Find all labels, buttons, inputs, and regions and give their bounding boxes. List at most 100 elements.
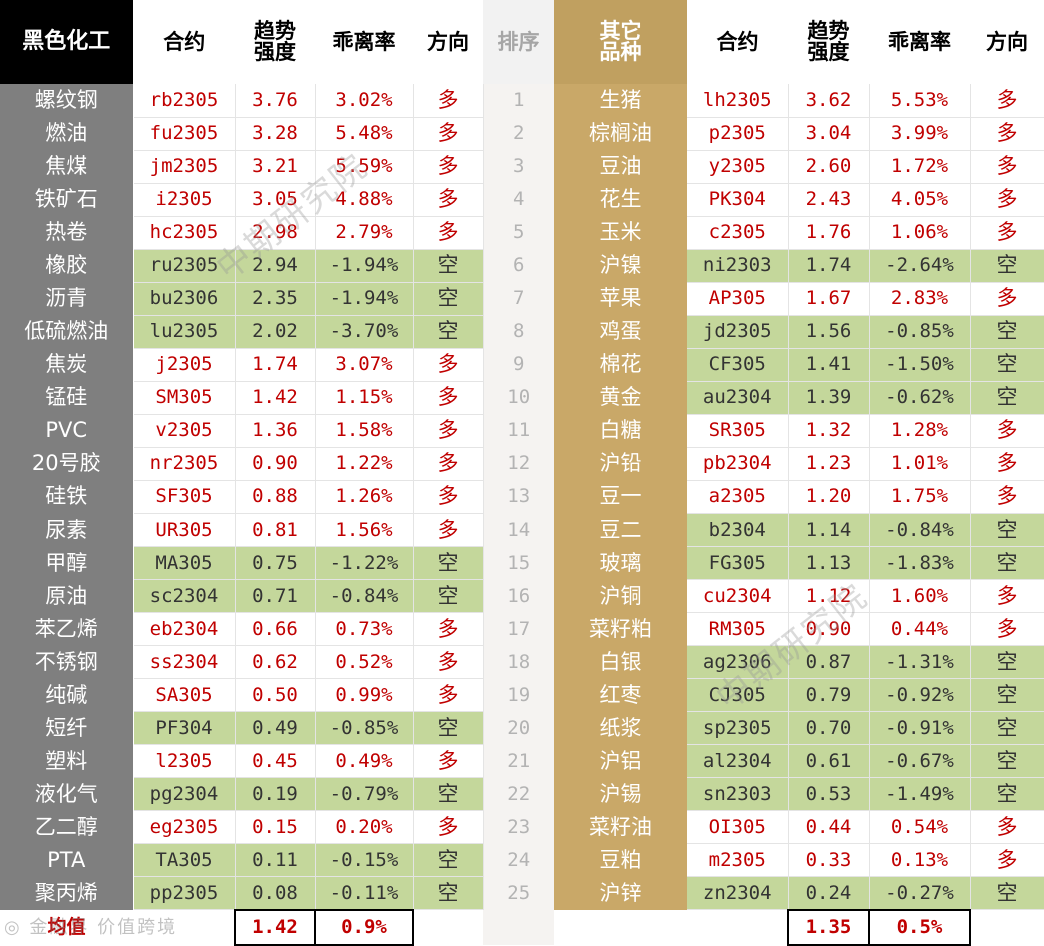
left-direction: 多 <box>413 480 484 514</box>
right-contract-code: SR305 <box>687 414 789 448</box>
footer-blank-right <box>687 909 788 945</box>
right-contract-code: p2305 <box>687 117 789 151</box>
right-deviation-rate: 2.83% <box>869 282 971 316</box>
left-direction: 多 <box>413 216 484 250</box>
right-deviation-rate: -0.84% <box>869 513 971 548</box>
left-commodity-name: 焦煤 <box>0 150 134 184</box>
right-contract-code: y2305 <box>687 150 789 184</box>
left-direction: 多 <box>413 381 484 415</box>
rank-number: 14 <box>483 513 554 547</box>
header-deviation-rate: 乖离率 <box>315 0 413 85</box>
rank-number: 24 <box>483 843 554 877</box>
table-row: 尿素 UR305 0.81 1.56% 多 14 豆二 b2304 1.14 -0.84% 空 <box>0 513 1044 548</box>
table-row: 原油 sc2304 0.71 -0.84% 空 16 沪铜 cu2304 1.12 1.60% 多 <box>0 579 1044 614</box>
left-trend-strength: 0.66 <box>235 612 316 647</box>
left-direction: 多 <box>413 414 484 448</box>
right-deviation-rate: 0.13% <box>869 843 971 878</box>
right-commodity-name: 豆油 <box>554 150 687 184</box>
right-trend-strength: 1.13 <box>788 546 870 581</box>
left-commodity-name: 甲醇 <box>0 546 134 580</box>
rank-number: 11 <box>483 414 554 448</box>
right-trend-strength: 1.56 <box>788 315 870 349</box>
left-direction: 空 <box>413 711 484 746</box>
left-commodity-name: 苯乙烯 <box>0 612 134 646</box>
rank-number: 20 <box>483 711 554 745</box>
header-left-category: 黑色化工 <box>0 0 134 85</box>
left-contract-code: SA305 <box>133 678 236 713</box>
left-direction: 多 <box>413 150 484 184</box>
left-commodity-name: 燃油 <box>0 117 134 151</box>
left-contract-code: pg2304 <box>133 777 236 812</box>
left-trend-strength: 0.45 <box>235 744 316 779</box>
right-trend-strength: 1.20 <box>788 480 870 514</box>
left-commodity-name: PTA <box>0 843 134 877</box>
left-trend-strength: 0.62 <box>235 645 316 680</box>
table-row: 硅铁 SF305 0.88 1.26% 多 13 豆一 a2305 1.20 1.75% 多 <box>0 480 1044 514</box>
table-row: 苯乙烯 eb2304 0.66 0.73% 多 17 菜籽粕 RM305 0.90 0.44% 多 <box>0 612 1044 647</box>
rank-number: 16 <box>483 579 554 613</box>
right-deviation-rate: -0.85% <box>869 315 971 349</box>
right-commodity-name: 纸浆 <box>554 711 687 745</box>
left-commodity-name: 橡胶 <box>0 249 134 283</box>
right-contract-code: al2304 <box>687 744 789 779</box>
right-contract-code: ni2303 <box>687 249 789 283</box>
left-contract-code: lu2305 <box>133 315 236 349</box>
left-contract-code: UR305 <box>133 513 236 548</box>
left-direction: 空 <box>413 876 484 911</box>
average-row: 均值 1.42 0.9% 1.35 0.5% <box>0 908 1044 946</box>
right-deviation-rate: 3.99% <box>869 117 971 151</box>
right-deviation-rate: -2.64% <box>869 249 971 283</box>
left-deviation-rate: -0.15% <box>315 843 414 878</box>
left-deviation-rate: -0.11% <box>315 876 414 911</box>
left-trend-strength: 0.49 <box>235 711 316 746</box>
left-commodity-name: 原油 <box>0 579 134 613</box>
right-commodity-name: 玻璃 <box>554 546 687 580</box>
right-contract-code: CJ305 <box>687 678 789 713</box>
left-contract-code: nr2305 <box>133 447 236 481</box>
right-direction: 多 <box>970 612 1044 647</box>
right-direction: 多 <box>970 480 1044 514</box>
left-trend-strength: 0.50 <box>235 678 316 713</box>
right-direction: 多 <box>970 843 1044 878</box>
right-commodity-name: 沪铝 <box>554 744 687 778</box>
footer-blank-right-dir <box>970 909 1044 945</box>
left-direction: 空 <box>413 546 484 581</box>
left-commodity-name: 螺纹钢 <box>0 84 134 118</box>
right-deviation-rate: -0.62% <box>869 381 971 415</box>
left-deviation-rate: 0.20% <box>315 810 414 845</box>
left-trend-strength: 0.88 <box>235 480 316 514</box>
rank-number: 17 <box>483 612 554 646</box>
right-commodity-name: 菜籽油 <box>554 810 687 844</box>
right-contract-code: cu2304 <box>687 579 789 614</box>
left-deviation-rate: -1.22% <box>315 546 414 581</box>
right-trend-strength: 3.04 <box>788 117 870 151</box>
left-trend-strength: 3.05 <box>235 183 316 217</box>
right-contract-code: jd2305 <box>687 315 789 349</box>
left-deviation-rate: -0.79% <box>315 777 414 812</box>
right-deviation-rate: -1.49% <box>869 777 971 812</box>
left-contract-code: SM305 <box>133 381 236 415</box>
right-direction: 多 <box>970 579 1044 614</box>
table-row: PVC v2305 1.36 1.58% 多 11 白糖 SR305 1.32 1.28% 多 <box>0 414 1044 448</box>
left-trend-strength: 2.35 <box>235 282 316 316</box>
right-deviation-rate: 0.54% <box>869 810 971 845</box>
left-commodity-name: 热卷 <box>0 216 134 250</box>
right-commodity-name: 沪铜 <box>554 579 687 613</box>
left-direction: 多 <box>413 117 484 151</box>
right-commodity-name: 豆粕 <box>554 843 687 877</box>
left-direction: 空 <box>413 282 484 316</box>
left-commodity-name: 沥青 <box>0 282 134 316</box>
table-row: 不锈钢 ss2304 0.62 0.52% 多 18 白银 ag2306 0.87 -1.31% 空 <box>0 645 1044 680</box>
left-contract-code: ru2305 <box>133 249 236 283</box>
left-trend-strength: 2.94 <box>235 249 316 283</box>
left-average-strength: 1.42 <box>234 908 316 946</box>
right-commodity-name: 红枣 <box>554 678 687 712</box>
left-commodity-name: 铁矿石 <box>0 183 134 217</box>
right-direction: 多 <box>970 414 1044 448</box>
left-deviation-rate: 5.48% <box>315 117 414 151</box>
right-contract-code: pb2304 <box>687 447 789 481</box>
left-contract-code: hc2305 <box>133 216 236 250</box>
left-direction: 空 <box>413 315 484 349</box>
left-contract-code: bu2306 <box>133 282 236 316</box>
right-trend-strength: 1.41 <box>788 348 870 382</box>
